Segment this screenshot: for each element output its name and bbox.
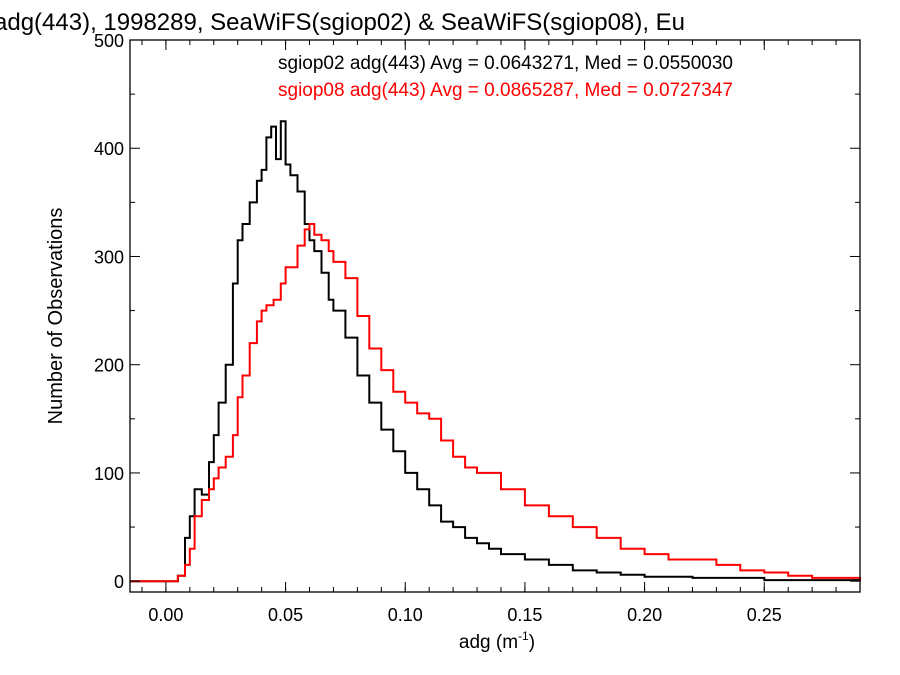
y-axis: 0 100 200 300 400 500 bbox=[94, 31, 860, 592]
y-tick-label: 500 bbox=[94, 31, 124, 51]
chart-title: adg(443), 1998289, SeaWiFS(sgiop02) & Se… bbox=[0, 9, 685, 36]
x-tick-label: 0.05 bbox=[268, 605, 303, 625]
series-line-1 bbox=[130, 120, 861, 583]
x-tick-label: 0.00 bbox=[148, 605, 183, 625]
series-layer bbox=[130, 120, 861, 583]
y-tick-label: 100 bbox=[94, 464, 124, 484]
x-axis-label-main: adg (m bbox=[459, 632, 518, 653]
x-tick-label: 0.20 bbox=[627, 605, 662, 625]
series-line-2 bbox=[130, 223, 861, 583]
x-axis-label-close: ) bbox=[529, 632, 535, 653]
annotation-sgiop02: sgiop02 adg(443) Avg = 0.0643271, Med = … bbox=[278, 53, 733, 74]
y-tick-label: 0 bbox=[114, 572, 124, 592]
x-tick-label: 0.25 bbox=[747, 605, 782, 625]
x-axis: 0.00 0.05 0.10 0.15 0.20 0.25 bbox=[141, 40, 837, 625]
y-tick-label: 400 bbox=[94, 139, 124, 159]
annotation-sgiop08: sgiop08 adg(443) Avg = 0.0865287, Med = … bbox=[278, 80, 733, 101]
x-axis-label: adg (m-1) bbox=[459, 629, 535, 653]
x-tick-label: 0.15 bbox=[507, 605, 542, 625]
x-tick-label: 0.10 bbox=[388, 605, 423, 625]
y-axis-label: Number of Observations bbox=[45, 208, 67, 425]
y-tick-label: 200 bbox=[94, 356, 124, 376]
x-axis-label-sup: -1 bbox=[518, 629, 529, 643]
y-tick-label: 300 bbox=[94, 247, 124, 267]
plot-frame bbox=[129, 39, 861, 593]
